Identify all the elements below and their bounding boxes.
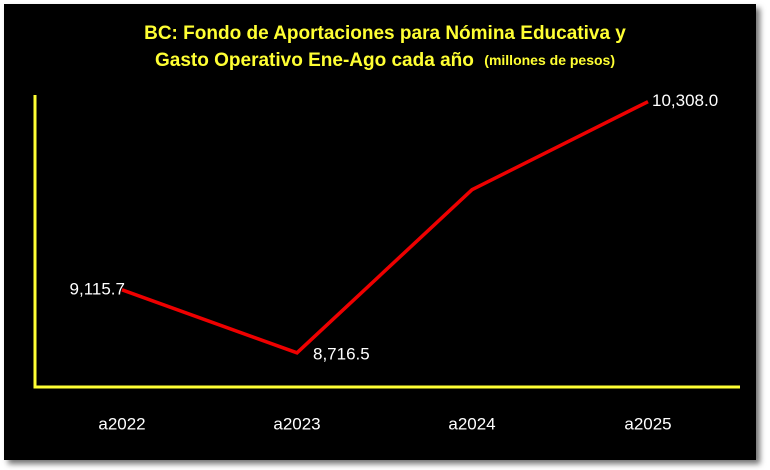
x-tick-label: a2025	[624, 414, 671, 433]
x-tick-label: a2022	[98, 414, 145, 433]
chart-title-line2: Gasto Operativo Ene-Ago cada año (millon…	[155, 50, 615, 71]
data-label: 8,716.5	[313, 344, 370, 363]
data-label: 10,308.0	[652, 91, 718, 110]
data-label: 9,115.7	[70, 279, 125, 298]
data-line	[121, 100, 649, 355]
chart-subtitle: (millones de pesos)	[484, 52, 615, 68]
chart-background	[4, 4, 756, 460]
x-tick-label: a2023	[273, 414, 320, 433]
x-tick-label: a2024	[448, 414, 495, 433]
chart-title: Gasto Operativo Ene-Ago cada año	[155, 50, 474, 71]
chart-title: BC: Fondo de Aportaciones para Nómina Ed…	[144, 23, 626, 44]
